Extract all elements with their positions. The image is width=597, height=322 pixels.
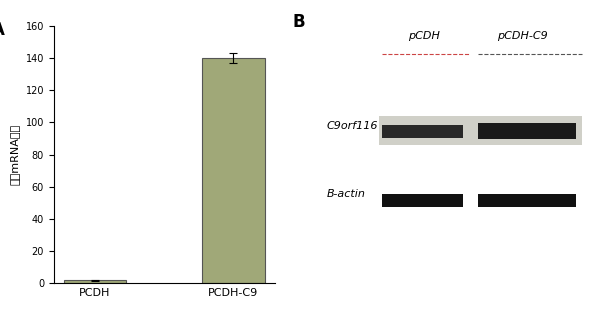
Y-axis label: 相对mRNA含量: 相对mRNA含量 (10, 124, 20, 185)
Bar (478, 194, 576, 207)
Text: C9orf116: C9orf116 (327, 121, 378, 131)
Bar (478, 123, 576, 139)
Bar (382, 194, 463, 207)
Bar (379, 116, 582, 145)
Bar (202, 58, 264, 283)
Text: B: B (293, 13, 305, 31)
Bar (382, 125, 463, 137)
Bar (64, 280, 126, 283)
Text: B-actin: B-actin (327, 189, 366, 199)
Text: pCDH: pCDH (408, 31, 440, 41)
Text: A: A (0, 21, 5, 39)
Text: pCDH-C9: pCDH-C9 (497, 31, 548, 41)
